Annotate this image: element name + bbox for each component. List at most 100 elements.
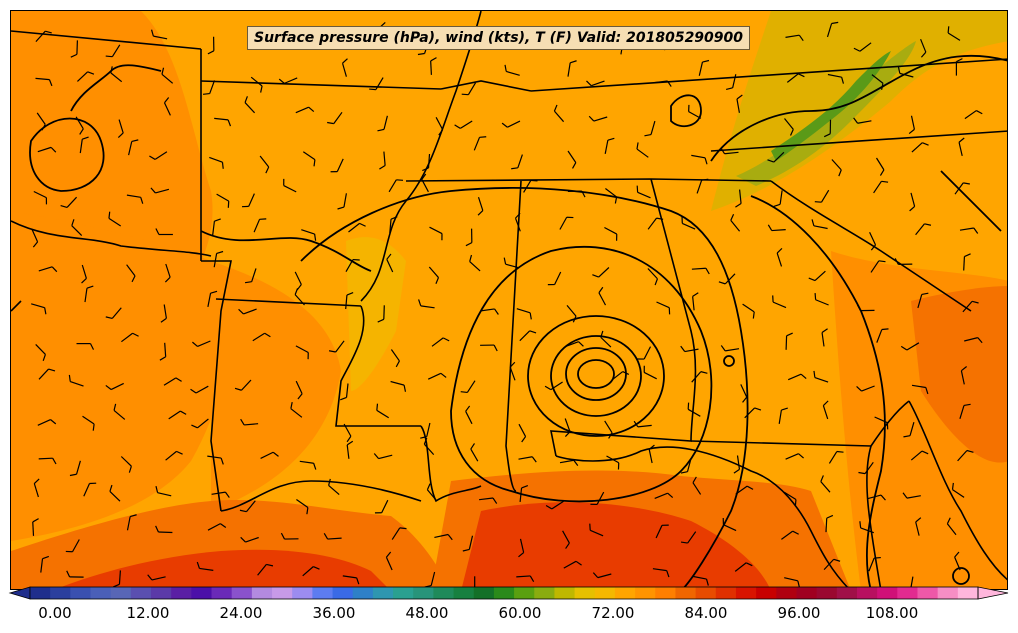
wind-barb: [461, 82, 477, 96]
wind-barb: [784, 577, 800, 588]
state-border: [866, 445, 882, 589]
wind-barb: [553, 104, 565, 123]
wind-barb: [875, 157, 885, 176]
colorbar-swatch: [614, 587, 636, 599]
wind-barb-staff: [301, 229, 315, 235]
wind-barb: [736, 94, 743, 113]
wind-barb-flag: [342, 58, 348, 64]
wind-barb-staff: [244, 102, 256, 114]
wind-barb-flag: [82, 136, 89, 140]
wind-barb-staff: [559, 216, 568, 230]
wind-barb: [735, 189, 742, 208]
wind-barb: [128, 139, 139, 156]
wind-barb-staff: [740, 384, 748, 398]
wind-barb-staff: [915, 521, 920, 536]
wind-barb-flag: [42, 555, 50, 560]
wind-barb-flag: [878, 260, 886, 263]
wind-barb: [811, 219, 828, 230]
wind-barb-staff: [290, 408, 303, 418]
wind-barb-flag: [465, 242, 473, 247]
wind-barb: [159, 342, 167, 361]
wind-barb: [302, 151, 316, 167]
wind-barb: [212, 218, 221, 236]
wind-barb: [547, 271, 562, 286]
wind-barb-flag: [479, 136, 487, 138]
wind-barb: [82, 415, 95, 431]
wind-barb: [784, 118, 794, 136]
wind-barb-staff: [477, 197, 484, 211]
wind-barb-staff: [383, 151, 386, 166]
wind-barb: [428, 266, 440, 284]
wind-barb-flag: [240, 536, 246, 543]
wind-barb: [71, 219, 83, 237]
map-title: Surface pressure (hPa), wind (kts), T (F…: [247, 26, 751, 50]
wind-barb-staff: [643, 371, 657, 380]
wind-barb-staff: [335, 340, 345, 353]
wind-barb-flag: [346, 440, 354, 446]
wind-barb-staff: [388, 179, 397, 193]
wind-barb: [545, 500, 564, 510]
colorbar-swatch: [413, 587, 434, 599]
wind-barb-staff: [773, 151, 785, 163]
colorbar-outline: [29, 586, 979, 600]
wind-barb: [654, 492, 674, 499]
wind-barb: [190, 385, 209, 394]
wind-barb-flag: [379, 165, 386, 170]
wind-barb-staff: [736, 455, 741, 470]
wind-barb-flag: [589, 523, 591, 531]
wind-barb: [290, 401, 303, 418]
wind-barb: [785, 332, 793, 350]
wind-barb: [435, 117, 444, 136]
wind-barb-flag: [881, 180, 889, 183]
wind-barb: [32, 518, 39, 536]
wind-barb: [637, 346, 652, 360]
wind-barb: [563, 560, 582, 569]
wind-barb-flag: [164, 276, 171, 283]
wind-barb: [813, 370, 829, 383]
state-border: [220, 480, 422, 512]
wind-barb: [244, 268, 257, 284]
colorbar-swatch: [453, 587, 475, 599]
wind-barb: [469, 254, 481, 272]
wind-barb: [696, 178, 709, 194]
wind-barb: [196, 561, 214, 571]
wind-barb: [656, 301, 671, 315]
wind-barb: [773, 190, 783, 207]
wind-barb: [165, 450, 183, 461]
wind-barb-staff: [328, 484, 340, 496]
wind-barb-flag: [423, 437, 428, 445]
wind-barb-flag: [147, 574, 153, 581]
wind-barb: [823, 558, 841, 571]
wind-barb: [164, 263, 171, 283]
wind-barb-flag: [328, 478, 331, 486]
wind-barb-flag: [592, 274, 599, 278]
wind-barb: [903, 422, 915, 438]
wind-barb-flag: [509, 361, 516, 368]
wind-barb: [454, 120, 473, 129]
wind-barb: [301, 229, 317, 241]
wind-barb-flag: [592, 572, 599, 579]
wind-barb: [40, 555, 50, 573]
wind-barb-flag: [590, 503, 598, 506]
wind-barb-staff: [815, 299, 829, 306]
wind-barb: [814, 293, 829, 306]
wind-barb-staff: [518, 423, 527, 437]
wind-barb-flag: [518, 552, 525, 558]
wind-barb-staff: [302, 151, 316, 161]
wind-barb-staff: [155, 188, 170, 194]
wind-barb-flag: [545, 505, 553, 510]
wind-barb: [155, 485, 172, 497]
wind-barb-staff: [734, 562, 747, 572]
wind-barb-flag: [921, 292, 929, 296]
wind-barb-staff: [643, 346, 652, 360]
colorbar-swatch: [957, 587, 979, 599]
wind-barb: [859, 521, 875, 534]
wind-barb-staff: [687, 531, 697, 544]
wind-barb-flag: [705, 578, 709, 586]
wind-barb: [470, 443, 479, 462]
wind-barb-flag: [313, 463, 317, 470]
wind-barb: [37, 419, 57, 426]
colorbar-swatch: [312, 587, 334, 599]
state-border: [201, 260, 232, 512]
wind-barb-flag: [202, 92, 210, 95]
